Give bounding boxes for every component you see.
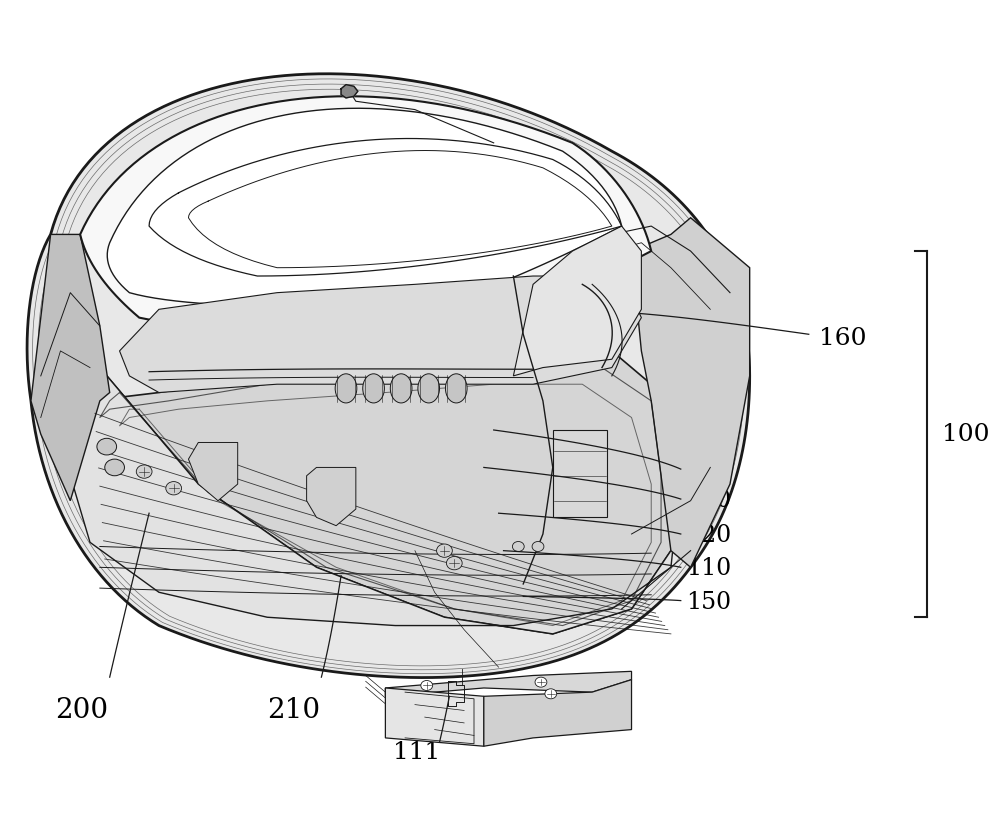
Text: 200: 200 xyxy=(56,697,109,724)
Text: 150: 150 xyxy=(686,590,731,614)
Text: 160: 160 xyxy=(819,327,866,350)
Bar xyxy=(553,430,607,518)
Polygon shape xyxy=(513,226,641,376)
Circle shape xyxy=(105,459,124,476)
Polygon shape xyxy=(70,367,681,634)
Circle shape xyxy=(136,465,152,478)
Ellipse shape xyxy=(445,374,467,403)
Polygon shape xyxy=(307,468,356,526)
Polygon shape xyxy=(70,351,681,634)
Text: 100: 100 xyxy=(942,423,989,446)
Text: 120: 120 xyxy=(686,524,731,547)
Text: 111: 111 xyxy=(393,741,441,763)
Polygon shape xyxy=(120,276,641,392)
Text: 130: 130 xyxy=(686,489,731,512)
Circle shape xyxy=(437,544,452,557)
Polygon shape xyxy=(31,235,110,501)
Polygon shape xyxy=(385,671,632,696)
Polygon shape xyxy=(341,84,358,98)
Circle shape xyxy=(421,681,433,691)
Circle shape xyxy=(532,542,544,551)
Polygon shape xyxy=(632,218,750,567)
Ellipse shape xyxy=(335,374,357,403)
Polygon shape xyxy=(107,109,622,306)
Circle shape xyxy=(166,482,182,495)
Circle shape xyxy=(512,542,524,551)
Circle shape xyxy=(97,438,117,455)
Polygon shape xyxy=(27,73,750,677)
Circle shape xyxy=(545,689,557,699)
Polygon shape xyxy=(484,680,632,746)
Text: 210: 210 xyxy=(267,697,320,724)
Circle shape xyxy=(535,677,547,687)
Ellipse shape xyxy=(390,374,412,403)
Polygon shape xyxy=(80,96,651,331)
Ellipse shape xyxy=(418,374,440,403)
Text: 110: 110 xyxy=(686,558,731,580)
Polygon shape xyxy=(188,443,238,501)
Ellipse shape xyxy=(363,374,384,403)
Polygon shape xyxy=(385,688,484,746)
Circle shape xyxy=(446,556,462,569)
Text: 170: 170 xyxy=(686,460,731,483)
